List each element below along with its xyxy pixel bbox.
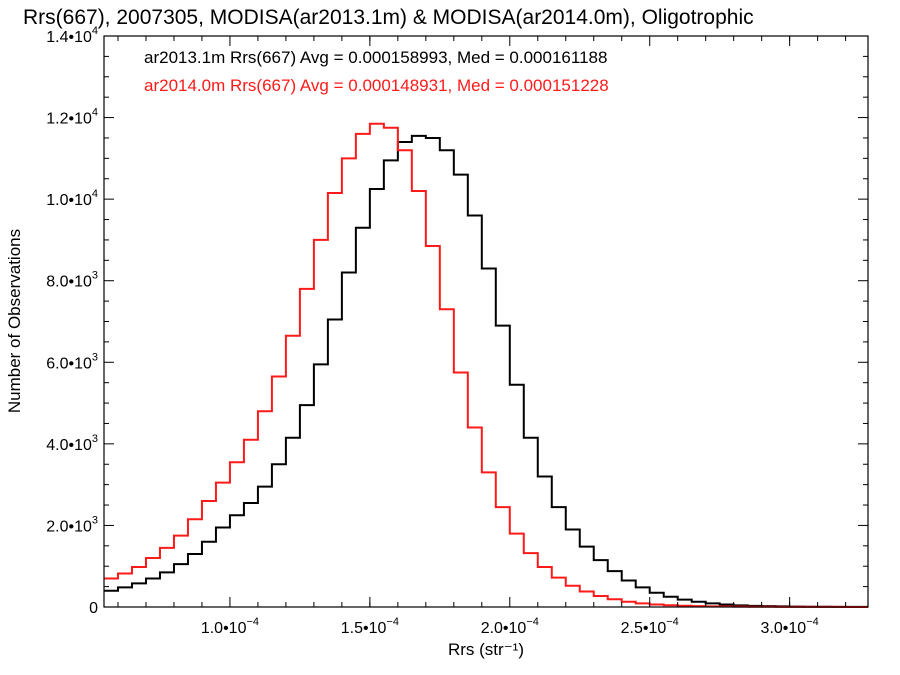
x-tick-label: 2.5•10−4: [621, 616, 679, 637]
legend-entry-ar2013.1m: ar2013.1m Rrs(667) Avg = 0.000158993, Me…: [144, 48, 607, 67]
x-tick-label-mantissa: 2.0•10: [481, 620, 527, 637]
x-tick-label: 1.5•10−4: [341, 616, 399, 637]
y-tick-label: 4.0•103: [46, 433, 98, 454]
y-tick-label: 2.0•103: [46, 514, 98, 535]
x-tick-label-exponent: −4: [806, 616, 819, 628]
y-tick-label: 1.4•104: [46, 25, 98, 46]
y-tick-label-mantissa: 4.0•10: [46, 437, 92, 454]
y-tick-label-mantissa: 8.0•10: [46, 274, 92, 291]
y-tick-label-exponent: 3: [92, 514, 98, 526]
x-tick-label-exponent: −4: [386, 616, 399, 628]
x-tick-label-exponent: −4: [246, 616, 259, 628]
legend-entry-ar2014.0m: ar2014.0m Rrs(667) Avg = 0.000148931, Me…: [144, 76, 609, 95]
y-tick-label-mantissa: 1.4•10: [46, 29, 92, 46]
y-axis: 02.0•1034.0•1036.0•1038.0•1031.0•1041.2•…: [46, 25, 868, 617]
chart-title: Rrs(667), 2007305, MODISA(ar2013.1m) & M…: [23, 6, 754, 29]
legend: ar2013.1m Rrs(667) Avg = 0.000158993, Me…: [144, 48, 609, 95]
x-axis: 1.0•10−4 1.5•10−4 2.0•10−4 2.5•10−4 3.0•10−4: [117, 36, 847, 637]
x-tick-label-mantissa: 1.5•10: [341, 620, 387, 637]
y-tick-label: 6.0•103: [46, 351, 98, 372]
x-tick-label: 3.0•10−4: [761, 616, 819, 637]
x-tick-label-exponent: −4: [526, 616, 539, 628]
y-tick-label-exponent: 4: [92, 107, 98, 119]
plot-frame: [103, 35, 869, 608]
series-line-ar2013.1m: [104, 134, 868, 608]
y-tick-label-exponent: 3: [92, 351, 98, 363]
y-axis-label: Number of Observations: [5, 229, 24, 413]
y-tick-label: 1.2•104: [46, 107, 98, 128]
y-tick-label-exponent: 3: [92, 270, 98, 282]
x-tick-label: 1.0•10−4: [201, 616, 259, 637]
y-tick-label-mantissa: 0: [89, 600, 98, 617]
y-tick-label-mantissa: 1.2•10: [46, 111, 92, 128]
y-tick-label-mantissa: 2.0•10: [46, 518, 92, 535]
y-tick-label: 1.0•104: [46, 188, 98, 209]
y-tick-label: 0: [89, 600, 98, 617]
y-tick-label: 8.0•103: [46, 270, 98, 291]
y-tick-label-mantissa: 1.0•10: [46, 192, 92, 209]
y-tick-label-exponent: 4: [92, 188, 98, 200]
x-tick-label-mantissa: 1.0•10: [201, 620, 247, 637]
y-tick-label-exponent: 4: [92, 25, 98, 37]
x-axis-label: Rrs (str⁻¹): [448, 640, 524, 659]
y-tick-label-exponent: 3: [92, 433, 98, 445]
x-tick-label-exponent: −4: [666, 616, 679, 628]
series-line-ar2014.0m: [104, 122, 868, 608]
y-tick-label-mantissa: 6.0•10: [46, 355, 92, 372]
x-tick-label-mantissa: 2.5•10: [621, 620, 667, 637]
x-tick-label: 2.0•10−4: [481, 616, 539, 637]
plot-series: [104, 122, 868, 608]
x-tick-label-mantissa: 3.0•10: [761, 620, 807, 637]
